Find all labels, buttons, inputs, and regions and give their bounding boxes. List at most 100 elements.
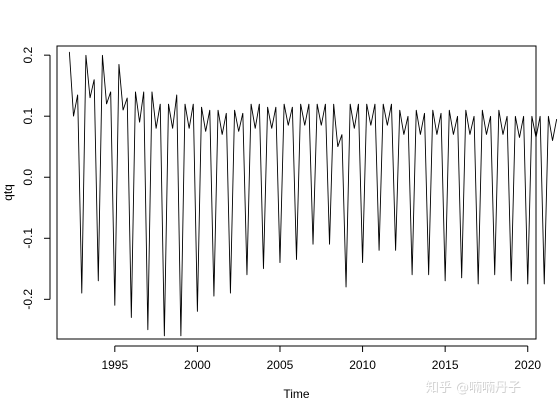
x-tick-label: 2000	[184, 358, 211, 372]
watermark-text: 知乎 @喃喃丹子	[425, 379, 520, 395]
data-point	[259, 103, 260, 105]
data-point	[209, 109, 211, 111]
data-point	[457, 115, 458, 117]
data-point	[378, 250, 380, 251]
data-point	[221, 134, 223, 135]
data-point	[217, 109, 219, 111]
data-point	[197, 311, 198, 312]
data-point	[296, 259, 297, 260]
data-point	[436, 134, 438, 135]
data-point	[69, 51, 70, 53]
data-point	[172, 128, 173, 129]
data-point	[469, 134, 471, 135]
data-point	[316, 103, 318, 105]
data-point	[292, 106, 293, 108]
data-point	[242, 112, 244, 114]
data-point	[477, 283, 479, 285]
data-point	[201, 106, 202, 108]
data-point	[535, 137, 537, 138]
data-point	[440, 112, 442, 114]
data-point	[205, 131, 206, 132]
data-point	[168, 103, 169, 105]
x-tick-label: 1995	[101, 358, 128, 372]
watermark: 知乎 @喃喃丹子 知乎 @喃喃丹子	[425, 379, 521, 396]
data-point	[395, 250, 396, 251]
data-point	[164, 335, 165, 337]
data-points	[69, 51, 557, 337]
data-point	[279, 262, 281, 264]
data-point	[254, 128, 256, 129]
data-point	[523, 115, 524, 117]
data-point	[77, 94, 78, 96]
data-point	[308, 103, 310, 105]
data-point	[382, 103, 384, 105]
y-tick-label: 0.1	[21, 108, 35, 125]
data-point	[362, 262, 363, 264]
data-point	[180, 335, 182, 337]
data-point	[102, 54, 103, 56]
data-point	[118, 64, 120, 65]
data-point	[131, 317, 132, 318]
data-point	[519, 137, 520, 138]
data-point	[374, 103, 376, 105]
data-point	[515, 115, 516, 117]
y-axis: -0.2 -0.1 0.0 0.1 0.2	[21, 46, 51, 310]
data-point	[486, 134, 487, 135]
data-point	[226, 112, 227, 114]
data-point	[73, 115, 74, 117]
watermark-shadow: 知乎 @喃喃丹子	[426, 380, 521, 396]
x-tick-label: 2020	[514, 358, 541, 372]
data-point	[506, 115, 508, 117]
data-point	[135, 91, 136, 93]
data-point	[267, 106, 268, 108]
data-point	[122, 109, 124, 111]
x-tick-label: 2010	[349, 358, 376, 372]
data-point	[465, 109, 467, 111]
data-point	[238, 131, 239, 132]
data-point	[345, 286, 347, 288]
data-point	[81, 292, 83, 294]
data-point	[494, 274, 496, 276]
x-tick-label: 2005	[267, 358, 294, 372]
data-point	[139, 122, 140, 123]
data-point	[192, 103, 194, 105]
data-point	[548, 115, 549, 117]
y-tick-label: 0.0	[21, 169, 35, 186]
data-point	[85, 54, 87, 56]
data-point	[531, 115, 533, 117]
data-point	[250, 103, 252, 105]
data-point	[428, 274, 429, 276]
data-point	[444, 280, 446, 282]
data-point	[213, 295, 215, 297]
data-point	[448, 109, 450, 111]
data-point	[420, 134, 421, 135]
data-point	[263, 268, 264, 270]
data-point	[283, 103, 285, 105]
data-point	[230, 292, 231, 294]
data-point	[151, 91, 153, 93]
data-point	[556, 118, 557, 120]
data-point	[188, 128, 190, 129]
data-point	[97, 280, 99, 282]
y-axis-label: qtq	[1, 184, 15, 201]
data-point	[403, 134, 405, 135]
data-point	[337, 146, 339, 148]
data-point	[304, 125, 306, 126]
data-point	[490, 115, 491, 117]
data-point	[329, 244, 330, 245]
data-point	[387, 125, 388, 126]
data-point	[552, 140, 553, 141]
data-point	[370, 125, 372, 126]
data-point	[349, 103, 351, 105]
data-point	[147, 329, 149, 331]
data-point	[453, 134, 454, 135]
data-point	[333, 103, 334, 105]
y-tick-label: -0.2	[21, 289, 35, 310]
data-point	[287, 125, 289, 126]
data-point	[110, 91, 111, 93]
x-axis-label: Time	[283, 387, 310, 401]
data-point	[126, 97, 128, 99]
data-point	[155, 128, 157, 129]
data-point	[502, 134, 504, 135]
